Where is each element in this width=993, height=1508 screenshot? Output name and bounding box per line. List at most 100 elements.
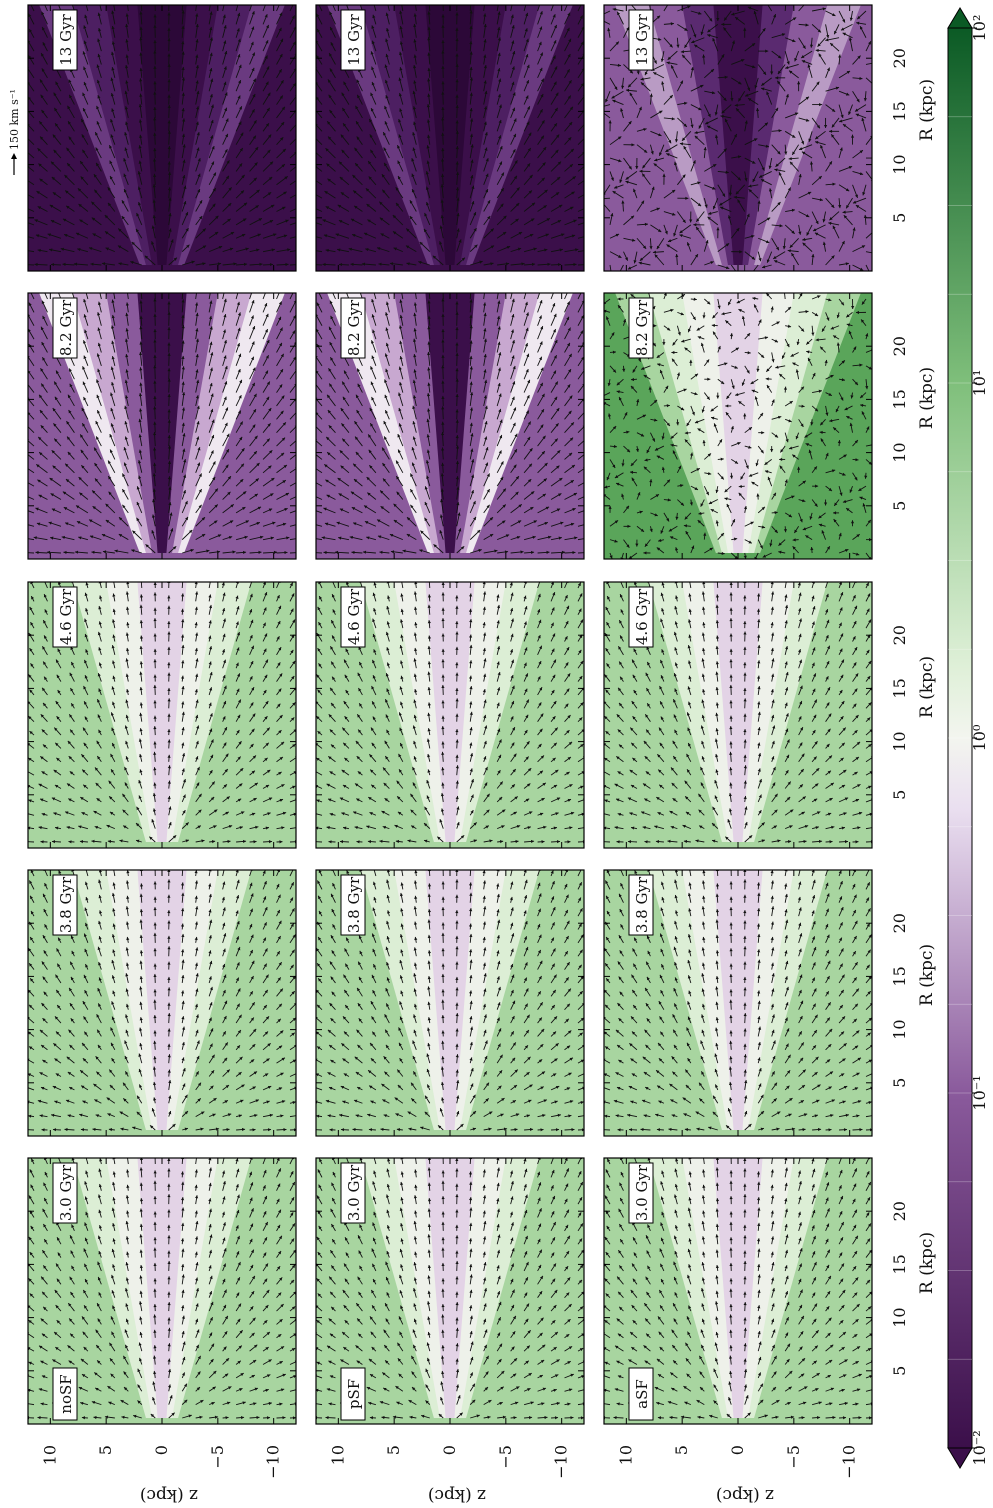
colorbar-tick-label: 10⁰ [970, 725, 989, 752]
cone-layer [425, 1158, 475, 1418]
r-tick-label: 20 [890, 1201, 909, 1221]
time-label-text: 3.0 Gyr [345, 1164, 363, 1221]
panel-aSF-8-2-Gyr: 8.2 Gyr [603, 292, 873, 560]
panel-noSF-4-6-Gyr: 4.6 Gyr [27, 581, 297, 849]
time-label-text: 4.6 Gyr [345, 588, 363, 645]
time-label-text: 13 Gyr [57, 13, 75, 65]
colorbar-tick-label: 10² [970, 15, 989, 42]
r-tick-label: 10 [890, 442, 909, 462]
r-axis-title: R (kpc) [917, 656, 937, 718]
time-label: 3.0 Gyr [52, 1162, 78, 1224]
z-axis-title: z (kpc) [428, 1485, 486, 1505]
panel-pSF-13-Gyr: 13 Gyr [315, 4, 585, 272]
cone-layer [137, 5, 187, 265]
panel-pSF-8-2-Gyr: 8.2 Gyr [315, 292, 585, 560]
z-axis-title: z (kpc) [140, 1485, 198, 1505]
cone-layer [713, 582, 763, 842]
time-label-text: 3.8 Gyr [57, 876, 75, 933]
time-label-text: 13 Gyr [345, 13, 363, 65]
panel-aSF-4-6-Gyr: 4.6 Gyr [603, 581, 873, 849]
panel-aSF-3-8-Gyr: 3.8 Gyr [603, 869, 873, 1137]
colorbar-body [947, 27, 973, 1449]
z-tick-label: −10 [840, 1445, 859, 1479]
time-label-text: 3.8 Gyr [345, 876, 363, 933]
z-axis-title: z (kpc) [716, 1485, 774, 1505]
panel-grid: 3.0 Gyr noSF 3.8 Gyr 4.6 Gyr 8.2 Gyr 13 Gyr 3.… [27, 4, 873, 1425]
time-label: 4.6 Gyr [340, 586, 366, 648]
time-label: 3.8 Gyr [628, 874, 654, 936]
run-label-text: aSF [633, 1379, 651, 1409]
colorbar-tick-label: 10¹ [970, 370, 989, 397]
z-tick-label: 10 [616, 1445, 635, 1465]
r-tick-label: 5 [890, 213, 909, 223]
velocity-field [604, 5, 872, 271]
z-tick-label: −10 [264, 1445, 283, 1479]
r-tick-label: 15 [890, 1254, 909, 1274]
velocity-field [28, 5, 296, 267]
panel-pSF-4-6-Gyr: 4.6 Gyr [315, 581, 585, 849]
panel-noSF-3-0-Gyr: 3.0 Gyr noSF [27, 1157, 297, 1425]
colorbar: 10⁻² 10⁻¹ 10⁰ 10¹ 10² [947, 7, 989, 1469]
r-axis-title: R (kpc) [917, 367, 937, 429]
r-tick-label: 10 [890, 1019, 909, 1039]
r-tick-label: 5 [890, 790, 909, 800]
velocity-field [604, 1158, 872, 1420]
time-label-text: 4.6 Gyr [633, 588, 651, 645]
panel-pSF-3-0-Gyr: 3.0 Gyr pSF [315, 1157, 585, 1425]
cone-layer [425, 870, 475, 1130]
time-label-text: 8.2 Gyr [57, 299, 75, 356]
z-tick-label: 0 [440, 1445, 459, 1455]
time-label-text: 4.6 Gyr [57, 588, 75, 645]
time-label-text: 13 Gyr [633, 13, 651, 65]
cone-layer [425, 582, 475, 842]
colorbar-tick-label: 10⁻¹ [970, 1075, 989, 1110]
velocity-field [316, 870, 584, 1132]
time-label: 13 Gyr [52, 9, 78, 71]
r-tick-label: 20 [890, 336, 909, 356]
velocity-field [316, 293, 584, 555]
z-tick-label: 10 [40, 1445, 59, 1465]
velocity-field [28, 293, 296, 555]
time-label: 3.8 Gyr [340, 874, 366, 936]
run-label-text: noSF [57, 1374, 75, 1413]
z-tick-label: 5 [672, 1445, 691, 1455]
cone-layer [713, 870, 763, 1130]
panel-noSF-3-8-Gyr: 3.8 Gyr [27, 869, 297, 1137]
z-tick-label: −5 [208, 1445, 227, 1469]
velocity-scale: 150 km s⁻¹ [8, 89, 21, 175]
time-label: 13 Gyr [628, 9, 654, 71]
z-tick-label: 0 [728, 1445, 747, 1455]
time-label-text: 3.8 Gyr [633, 876, 651, 933]
run-label: noSF [52, 1367, 78, 1421]
cone-layer [137, 870, 187, 1130]
r-tick-label: 15 [890, 678, 909, 698]
r-tick-label: 10 [890, 1307, 909, 1327]
velocity-field [316, 5, 584, 267]
z-tick-label: 5 [384, 1445, 403, 1455]
z-tick-label: 0 [152, 1445, 171, 1455]
colorbar-extend-high [947, 7, 973, 29]
cone-layer [425, 5, 475, 265]
time-label: 4.6 Gyr [52, 586, 78, 648]
time-label: 8.2 Gyr [628, 297, 654, 359]
time-label-text: 8.2 Gyr [345, 299, 363, 356]
r-axis-title: R (kpc) [917, 1232, 937, 1294]
colorbar-extend-low [947, 1447, 973, 1469]
cone-layer [137, 293, 187, 553]
velocity-scale-label: 150 km s⁻¹ [8, 89, 21, 150]
r-axis-title: R (kpc) [917, 79, 937, 141]
panel-aSF-3-0-Gyr: 3.0 Gyr aSF [603, 1157, 873, 1425]
z-tick-label: 5 [96, 1445, 115, 1455]
r-tick-label: 5 [890, 1078, 909, 1088]
r-tick-label: 20 [890, 625, 909, 645]
panel-noSF-13-Gyr: 13 Gyr [27, 4, 297, 272]
panel-aSF-13-Gyr: 13 Gyr [603, 4, 873, 272]
r-tick-label: 5 [890, 1366, 909, 1376]
run-label: aSF [628, 1367, 654, 1421]
cone-layer [137, 582, 187, 842]
r-tick-label: 15 [890, 101, 909, 121]
r-tick-label: 15 [890, 966, 909, 986]
cone-layer [137, 1158, 187, 1418]
time-label-text: 3.0 Gyr [633, 1164, 651, 1221]
z-tick-label: −5 [496, 1445, 515, 1469]
